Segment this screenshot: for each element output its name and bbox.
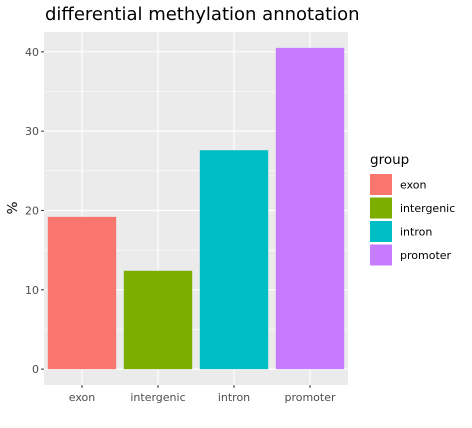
x-tick-label: exon (69, 391, 95, 404)
x-tick-label: promoter (284, 391, 336, 404)
y-tick-label: 20 (25, 204, 39, 217)
bars (47, 47, 345, 370)
legend-label-promoter: promoter (400, 249, 452, 262)
y-tick-label: 40 (25, 46, 39, 59)
legend-key-promoter (370, 244, 392, 266)
y-axis: 0 10 20 30 40 (25, 46, 44, 376)
chart-title: differential methylation annotation (45, 4, 360, 25)
x-tick-label: intergenic (130, 391, 185, 404)
x-axis: exon intergenic intron promoter (69, 385, 336, 404)
bar-exon (47, 216, 117, 370)
legend-label-intron: intron (400, 226, 432, 239)
y-axis-title: % (5, 201, 21, 214)
y-tick-label: 10 (25, 284, 39, 297)
legend: group exon intergenic intron promoter (370, 152, 455, 266)
y-tick-label: 0 (32, 363, 39, 376)
legend-label-exon: exon (400, 179, 426, 192)
bar-intron (199, 150, 269, 370)
legend-label-intergenic: intergenic (400, 202, 455, 215)
x-tick-label: intron (218, 391, 250, 404)
legend-key-exon (370, 174, 392, 195)
y-tick-label: 30 (25, 125, 39, 138)
legend-title: group (370, 152, 409, 168)
bar-promoter (275, 47, 345, 370)
legend-key-intron (370, 221, 392, 242)
legend-key-intergenic (370, 197, 392, 219)
bar-intergenic (123, 270, 193, 370)
